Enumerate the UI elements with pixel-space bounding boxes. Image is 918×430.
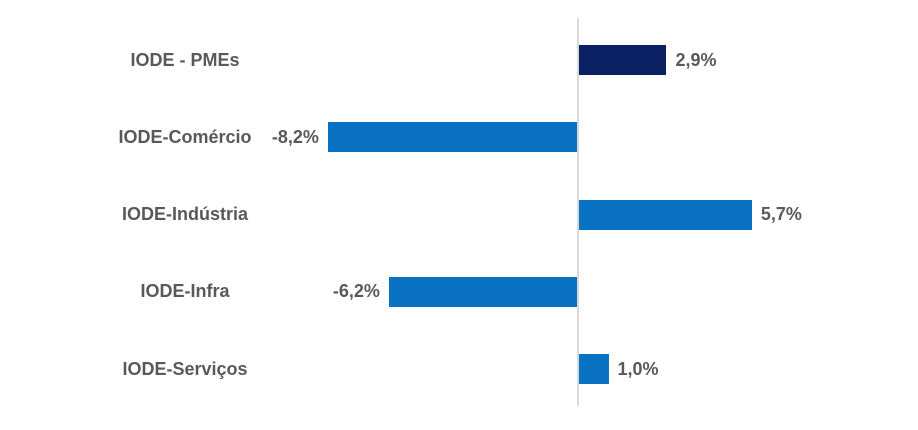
value-label-iode-industria: 5,7% xyxy=(760,204,802,225)
bar-iode-comercio xyxy=(327,122,578,153)
category-label-iode-industria: IODE-Indústria xyxy=(121,204,248,225)
bar-iode-infra xyxy=(388,276,578,307)
value-label-iode-infra: -6,2% xyxy=(332,281,380,302)
value-label-iode-servicos: 1,0% xyxy=(617,358,659,379)
value-label-iode-comercio: -8,2% xyxy=(271,126,319,147)
bar-iode-industria xyxy=(578,199,752,230)
bar-iode-servicos xyxy=(578,354,609,385)
value-label-iode-pmes: 2,9% xyxy=(675,49,717,70)
bar-iode-pmes xyxy=(578,45,667,75)
category-label-iode-comercio: IODE-Comércio xyxy=(118,126,252,147)
category-label-iode-infra: IODE-Infra xyxy=(140,281,230,302)
zero-baseline-axis xyxy=(577,18,579,406)
category-label-iode-pmes: IODE - PMEs xyxy=(130,49,240,70)
category-label-iode-servicos: IODE-Serviços xyxy=(122,358,248,379)
